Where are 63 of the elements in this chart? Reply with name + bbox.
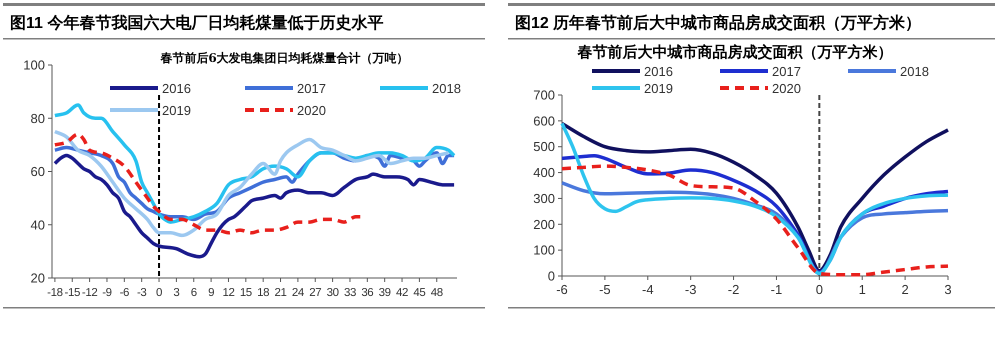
x-tick-label: 33 (344, 287, 356, 299)
legend-label: 2019 (644, 81, 673, 96)
x-tick-label: 0 (156, 287, 162, 299)
x-tick-label: 45 (413, 287, 426, 299)
legend-label: 2020 (297, 103, 326, 118)
line-series (53, 132, 364, 234)
x-tick-label: 24 (292, 287, 305, 299)
x-tick-label: 9 (208, 287, 214, 299)
legend-label: 2016 (162, 81, 191, 96)
x-tick-label: 6 (190, 287, 197, 299)
x-tick-label: 3 (944, 282, 952, 297)
x-tick-label: 12 (222, 287, 234, 299)
x-tick-label: -3 (684, 282, 696, 297)
x-tick-label: 18 (257, 287, 270, 299)
legend-label: 2016 (644, 64, 673, 79)
line-series (53, 130, 450, 238)
x-tick-label: -15 (64, 287, 80, 299)
x-tick-label: -5 (599, 282, 611, 297)
y-tick-label: 0 (548, 268, 555, 284)
x-tick-label: 3 (173, 287, 180, 299)
x-tick-label: 1 (858, 282, 866, 297)
y-tick-label: 80 (30, 110, 45, 126)
x-tick-label: -3 (136, 287, 146, 299)
chart-title: 图11 今年春节我国六大电厂日均耗煤量低于历史水平 (10, 14, 384, 32)
legend-label: 2017 (297, 81, 326, 96)
x-tick-label: 15 (240, 287, 252, 299)
chart-subtitle: 春节前后大中城市商品房成交面积（万平方米） (576, 43, 892, 61)
x-tick-label: -6 (556, 282, 568, 297)
x-tick-label: 0 (816, 282, 823, 297)
legend-label: 2020 (772, 81, 801, 96)
y-tick-label: 100 (23, 58, 45, 72)
x-tick-label: -1 (770, 282, 782, 297)
x-tick-label: 39 (378, 287, 391, 299)
chart-title: 图12 历年春节前后大中城市商品房成交面积（万平方米） (515, 13, 922, 32)
legend-label: 2018 (432, 81, 461, 96)
y-tick-label: 500 (533, 139, 555, 154)
x-tick-label: -18 (47, 287, 63, 299)
x-tick-label: 21 (274, 287, 287, 299)
y-tick-label: 300 (533, 190, 555, 206)
y-tick-label: 100 (533, 242, 555, 258)
x-tick-label: -12 (82, 287, 98, 299)
y-tick-label: 60 (30, 164, 45, 179)
x-tick-label: 30 (326, 287, 339, 299)
x-tick-label: -2 (728, 282, 740, 297)
y-tick-label: 200 (533, 216, 555, 232)
x-tick-label: 2 (901, 282, 909, 297)
x-tick-label: 27 (309, 287, 322, 299)
legend-label: 2018 (900, 64, 929, 79)
x-tick-label: -9 (102, 287, 112, 299)
y-tick-label: 400 (533, 165, 555, 180)
line-series (53, 154, 456, 258)
y-tick-label: 40 (30, 217, 45, 232)
y-tick-label: 700 (533, 88, 555, 102)
x-tick-label: -4 (642, 282, 654, 297)
y-tick-label: 20 (30, 270, 45, 286)
y-tick-label: 600 (533, 113, 555, 128)
x-tick-label: -6 (120, 287, 130, 299)
chart-subtitle: 春节前后6大发电集团日均耗煤量合计（万吨） (159, 51, 409, 65)
x-tick-label: 36 (361, 287, 374, 299)
x-tick-label: 48 (430, 287, 443, 299)
legend-label: 2017 (772, 64, 801, 79)
x-tick-label: 42 (396, 287, 408, 299)
legend-label: 2019 (162, 103, 191, 118)
